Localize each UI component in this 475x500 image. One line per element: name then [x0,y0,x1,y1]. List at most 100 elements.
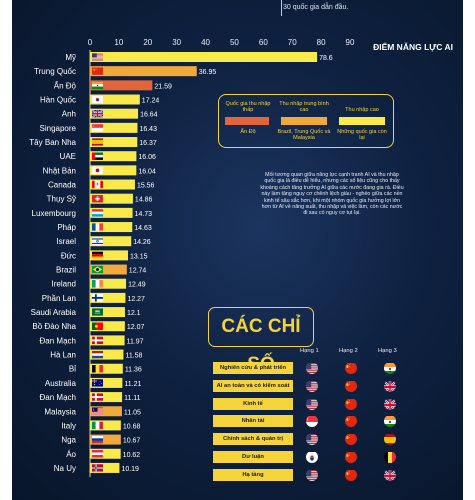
bar [90,122,138,133]
flag-in-icon [384,415,396,428]
flag-sg-icon [306,415,318,428]
flag-no-icon [92,464,103,472]
value-label: 13.15 [130,253,148,260]
indicator-label: Nhân tài [213,415,293,428]
flag-nl-icon [92,350,103,359]
category-label: Áo [66,450,76,459]
x-tick-label: 0 [88,38,93,47]
value-label: 11.58 [125,353,142,360]
value-label: 10.67 [123,438,141,445]
flag-cn-icon [345,380,357,392]
flag-sa-icon [92,308,103,316]
bar [90,94,140,105]
bar-row: Israel 14.26 [56,236,151,247]
category-label: Mỹ [65,53,76,62]
bar-row: Hàn Quốc 17.24 [40,94,159,105]
flag-kr-icon [92,95,103,104]
flag-de-icon [92,251,103,260]
bar-row: Áo 10.62 [66,448,140,459]
legend-sub-upper-middle: Brazil, Trung Quốc và Malaysia [277,129,331,141]
value-label: 16.64 [140,112,158,119]
value-label: 14.26 [133,239,151,246]
bar-row: Malaysia 11.05 [44,406,141,417]
bar [90,137,138,148]
legend-swatch-upper-middle [281,117,327,125]
bar-row: Đan Mạch 11.11 [40,392,141,403]
flag-gb-icon [384,379,396,392]
flag-us-icon [306,398,318,410]
value-label: 10.68 [123,423,141,430]
value-label: 11.21 [124,381,141,388]
value-label: 36.95 [199,69,217,76]
value-label: 12.27 [127,296,145,303]
bar-row: Canada 15.56 [48,179,155,190]
flag-es-icon [384,433,396,446]
flag-kr-icon [306,451,318,463]
flag-cn-icon [345,469,357,481]
bar-row: Australia 11.21 [45,377,141,388]
flag-my-icon [92,407,103,415]
category-label: Hà Lan [50,351,76,360]
legend-sub-low: Ấn Độ [240,129,256,135]
legend-swatch-high [339,117,385,125]
value-label: 11.97 [127,338,144,345]
legend-header-high: Thu nhập cao [345,107,379,113]
bar [90,335,125,346]
flag-in-icon [92,81,103,90]
indicator-label: Chính sách & quản trị [213,433,293,446]
right-margin [463,0,475,500]
bar-row: Bỉ 11.36 [69,363,142,374]
rank-2-header: Hạng 2 [339,348,358,354]
x-tick-label: 80 [317,38,326,47]
value-label: 21.59 [154,83,172,90]
bar [90,278,127,289]
bar [90,406,122,417]
bar-row: Italy 10.68 [61,420,141,431]
flag-ch-icon [92,194,103,203]
category-label: Pháp [57,223,76,232]
flag-us-icon [92,53,103,61]
rank-3-header: Hạng 3 [378,348,397,354]
category-label: Tây Ban Nha [29,138,76,147]
flag-ru-icon [92,435,103,444]
category-label: Đức [61,251,76,260]
category-label: Italy [61,421,76,430]
category-label: Trung Quốc [34,67,76,76]
bar-row: Trung Quốc 36.95 [34,66,217,77]
x-tick-label: 40 [201,38,210,47]
bar-row: Thụy Sỹ 14.86 [47,193,153,204]
flag-cn-icon [345,362,357,374]
left-margin [0,0,12,500]
top-note: 30 quốc gia dẫn đầu. [283,4,349,11]
bar [90,363,123,374]
indicator-label: Hạ tầng [213,468,293,481]
category-label: Nga [61,436,76,445]
bar [90,108,139,119]
flag-cn-icon [345,398,357,410]
flag-dk-icon [92,336,103,345]
bar-row: Đức 13.15 [61,250,148,261]
bar [90,349,124,360]
value-label: 16.43 [139,126,157,133]
flag-pt-icon [92,322,103,330]
value-label: 11.11 [124,395,141,402]
value-label: 12.07 [127,324,145,331]
bar [90,52,318,62]
flag-dk-icon [92,393,103,401]
flag-be-icon [92,364,103,373]
bar [90,307,125,318]
bar [90,264,127,275]
bar-row: Luxembourg 14.73 [32,207,152,218]
bar [90,222,133,233]
category-label: Phần Lan [42,294,76,303]
bar-row: Đan Mạch 11.97 [40,335,144,346]
bar [90,207,133,218]
bar-row: Hà Lan 11.58 [50,349,143,360]
flag-br-icon [92,265,103,274]
category-label: Anh [62,110,76,119]
category-label: Bỉ [69,365,76,374]
category-label: Brazil [56,266,76,275]
flag-us-icon [306,362,318,374]
bar-row: Saudi Arabia 12.1 [31,307,141,318]
